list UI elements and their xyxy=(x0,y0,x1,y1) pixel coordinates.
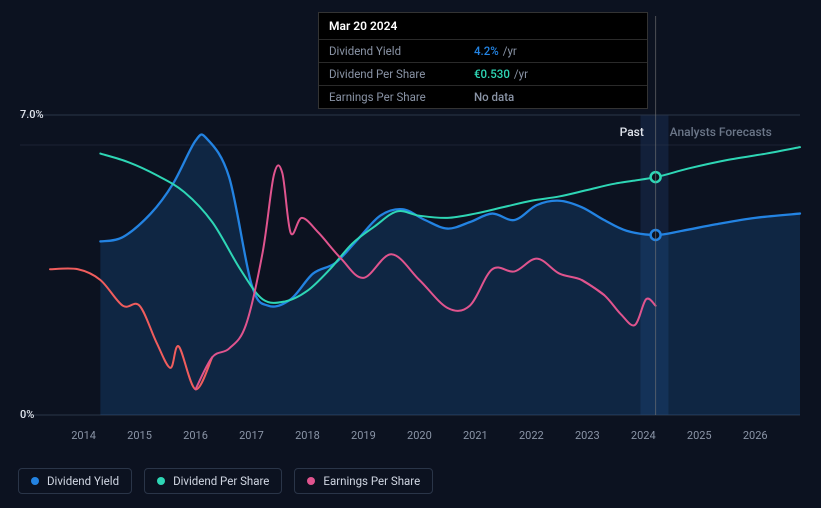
x-axis-label: 2015 xyxy=(127,429,152,442)
chart-legend: Dividend Yield Dividend Per Share Earnings… xyxy=(18,468,433,494)
chart-container: 7.0% 0% 2014 2015 2016 2017 2018 2019 2020 2021 20… xyxy=(0,0,821,508)
x-axis-label: 2025 xyxy=(687,429,712,442)
legend-label: Dividend Yield xyxy=(47,474,119,488)
x-axis-label: 2023 xyxy=(575,429,600,442)
tooltip-row-label: Dividend Per Share xyxy=(329,67,474,81)
legend-label: Earnings Per Share xyxy=(323,474,420,488)
legend-item[interactable]: Dividend Yield xyxy=(18,468,132,494)
x-axis-label: 2021 xyxy=(463,429,488,442)
x-axis-label: 2017 xyxy=(239,429,264,442)
tooltip-row-label: Dividend Yield xyxy=(329,44,474,58)
chart-tooltip: Mar 20 2024 Dividend Yield4.2%/yrDividen… xyxy=(318,12,648,109)
tooltip-row: Earnings Per ShareNo data xyxy=(319,85,647,108)
x-axis-label: 2020 xyxy=(407,429,432,442)
tooltip-row-unit: /yr xyxy=(503,44,517,58)
tooltip-row: Dividend Yield4.2% /yr xyxy=(319,39,647,62)
tooltip-date: Mar 20 2024 xyxy=(319,13,647,39)
x-axis-label: 2016 xyxy=(183,429,208,442)
tooltip-row: Dividend Per Share€0.530/yr xyxy=(319,62,647,85)
x-axis-label: 2014 xyxy=(71,429,96,442)
legend-label: Dividend Per Share xyxy=(173,474,269,488)
legend-dot xyxy=(157,477,165,485)
legend-dot xyxy=(31,477,39,485)
x-axis-label: 2019 xyxy=(351,429,376,442)
y-axis-label: 0% xyxy=(20,408,34,421)
tooltip-row-value: No data xyxy=(474,90,514,104)
tooltip-row-label: Earnings Per Share xyxy=(329,90,474,104)
legend-item[interactable]: Earnings Per Share xyxy=(294,468,433,494)
region-forecast-label: Analysts Forecasts xyxy=(670,125,772,139)
legend-dot xyxy=(307,477,315,485)
tooltip-row-unit: /yr xyxy=(514,67,528,81)
x-axis-label: 2026 xyxy=(743,429,768,442)
x-axis-label: 2022 xyxy=(519,429,544,442)
tooltip-row-value: €0.530 xyxy=(474,67,510,81)
legend-item[interactable]: Dividend Per Share xyxy=(144,468,282,494)
y-axis-label: 7.0% xyxy=(20,108,44,121)
x-axis-label: 2018 xyxy=(295,429,320,442)
x-axis-label: 2024 xyxy=(631,429,656,442)
region-past-label: Past xyxy=(620,125,644,139)
tooltip-row-value: 4.2% xyxy=(474,44,499,58)
